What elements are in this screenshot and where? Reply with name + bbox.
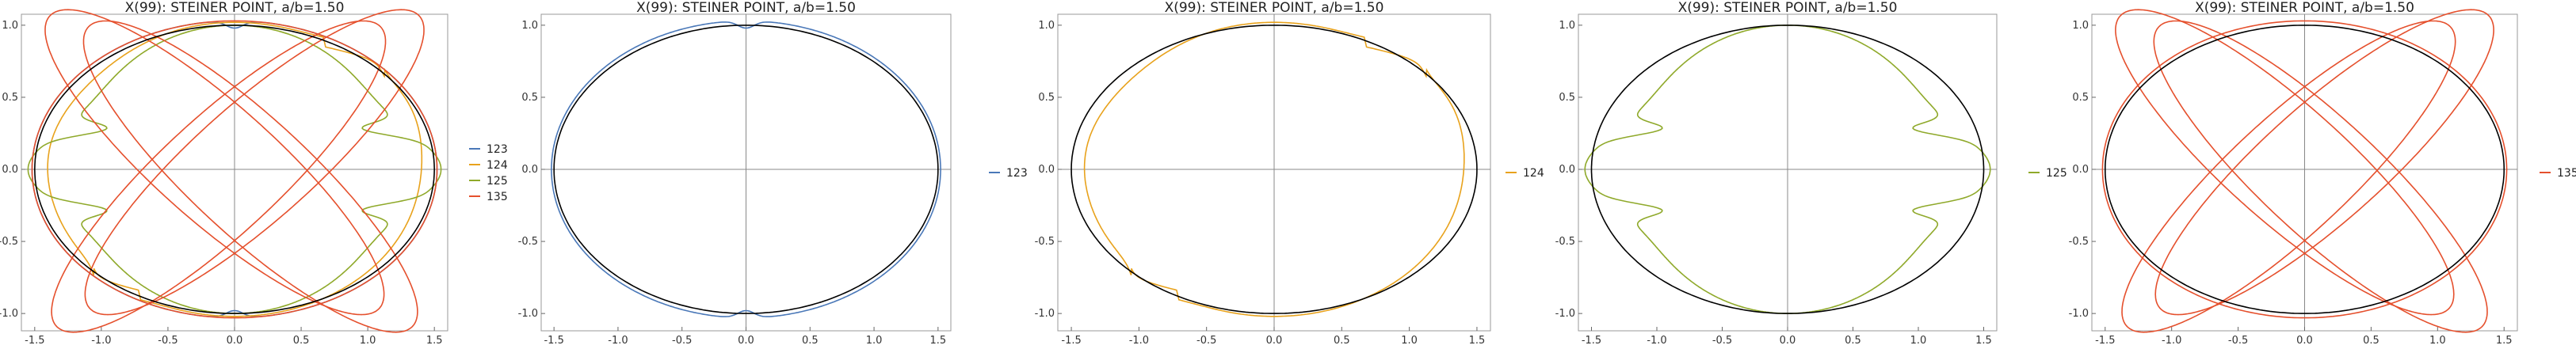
plot-title: X(99): STEINER POINT, a/b=1.50 (1678, 0, 1898, 16)
x-tick-label: 0.5 (293, 335, 310, 347)
x-tick-label: -0.5 (158, 335, 177, 347)
y-tick-label: -1.0 (1035, 308, 1055, 320)
y-tick-label: -1.0 (2069, 308, 2089, 320)
y-tick-label: 1.0 (2072, 20, 2089, 32)
legend-label-125: 125 (2046, 167, 2067, 180)
y-tick-label: 1.0 (1038, 20, 1055, 32)
y-tick-label: 0.5 (521, 92, 538, 104)
x-tick-label: -1.5 (2095, 335, 2115, 347)
y-tick-label: 1.0 (2, 20, 18, 32)
x-tick-label: 0.0 (227, 335, 243, 347)
x-tick-label: 1.5 (1469, 335, 1486, 347)
series-123-curve (551, 21, 941, 317)
x-tick-label: -1.5 (25, 335, 44, 347)
chart-panel-1: X(99): STEINER POINT, a/b=1.50 -1.5 -1.0 -0… (0, 0, 508, 347)
x-tick-label: -1.0 (1129, 335, 1149, 347)
legend-label-135: 135 (487, 191, 508, 203)
series-135-curve (31, 20, 438, 319)
y-tick-label: 0.0 (2072, 164, 2089, 176)
x-tick-label: -1.5 (544, 335, 563, 347)
series-135-curve (2153, 20, 2488, 333)
plot-title: X(99): STEINER POINT, a/b=1.50 (125, 0, 345, 16)
x-tick-label: 0.5 (2363, 335, 2379, 347)
series-125-curve (1584, 25, 1991, 314)
series-135-curve (82, 20, 418, 333)
chart-panel-4: X(99): STEINER POINT, a/b=1.50 -1.5 -1.0 -0… (1555, 0, 2067, 347)
x-tick-label: -0.5 (2228, 335, 2248, 347)
x-tick-label: 1.5 (2496, 335, 2513, 347)
y-tick-label: -0.5 (1555, 236, 1575, 248)
x-tick-label: 1.0 (1401, 335, 1418, 347)
x-tick-label: -1.5 (1061, 335, 1081, 347)
y-tick-label: 0.5 (1559, 92, 1575, 104)
x-tick-label: -1.0 (91, 335, 111, 347)
x-tick-label: 0.5 (1845, 335, 1861, 347)
legend-label-123: 123 (1006, 167, 1028, 180)
y-tick-label: -1.0 (518, 308, 538, 320)
chart-panel-2: X(99): STEINER POINT, a/b=1.50 -1.5 -1.0 -0… (518, 0, 1028, 347)
y-tick-label: -0.5 (2069, 236, 2089, 248)
reference-ellipse (1070, 25, 1478, 314)
y-tick-label: 1.0 (521, 20, 538, 32)
y-tick-label: 0.5 (2, 92, 18, 104)
reference-ellipse (33, 25, 435, 314)
x-tick-label: 0.0 (1266, 335, 1283, 347)
x-tick-label: 0.0 (738, 335, 754, 347)
reference-ellipse (553, 25, 939, 314)
x-tick-label: 1.0 (2429, 335, 2446, 347)
y-tick-label: 0.0 (1038, 164, 1055, 176)
y-tick-label: 0.0 (521, 164, 538, 176)
y-tick-label: -0.5 (1035, 236, 1055, 248)
y-tick-label: 0.5 (2072, 92, 2089, 104)
chart-panel-3: X(99): STEINER POINT, a/b=1.50 -1.5 -1.0 -0… (1035, 0, 1544, 347)
x-tick-label: 0.0 (2296, 335, 2313, 347)
x-tick-label: 1.0 (1910, 335, 1927, 347)
plot-title: X(99): STEINER POINT, a/b=1.50 (636, 0, 856, 16)
x-tick-label: -0.5 (1196, 335, 1216, 347)
y-tick-label: -1.0 (1555, 308, 1575, 320)
y-tick-label: -0.5 (0, 236, 18, 248)
x-tick-label: 1.5 (426, 335, 443, 347)
x-tick-label: 1.0 (866, 335, 883, 347)
series-135-curve (2121, 20, 2456, 333)
plot-title: X(99): STEINER POINT, a/b=1.50 (1165, 0, 1384, 16)
series-135-curve (84, 9, 425, 316)
x-tick-label: -1.5 (1582, 335, 1601, 347)
series-125-curve (27, 25, 442, 314)
plot-title: X(99): STEINER POINT, a/b=1.50 (2195, 0, 2414, 16)
legend-label-124: 124 (487, 159, 508, 172)
y-tick-label: 0.5 (1038, 92, 1055, 104)
x-tick-label: 1.0 (360, 335, 376, 347)
series-135-curve (2154, 9, 2494, 316)
x-tick-label: 1.5 (930, 335, 947, 347)
y-tick-label: -1.0 (0, 308, 18, 320)
legend-label-135: 135 (2557, 167, 2576, 180)
x-tick-label: -1.0 (1647, 335, 1666, 347)
x-tick-label: 0.0 (1780, 335, 1796, 347)
reference-ellipse (1590, 25, 1985, 314)
x-tick-label: -1.0 (2162, 335, 2181, 347)
x-tick-label: 0.5 (802, 335, 819, 347)
series-135-curve (44, 9, 385, 316)
chart-panel-5: X(99): STEINER POINT, a/b=1.50 -1.5 -1.0 -0… (2069, 0, 2576, 347)
x-tick-label: -1.0 (608, 335, 628, 347)
x-tick-label: -0.5 (672, 335, 692, 347)
y-tick-label: -0.5 (518, 236, 538, 248)
legend-label-123: 123 (487, 143, 508, 156)
x-tick-label: -0.5 (1712, 335, 1732, 347)
legend-label-125: 125 (487, 175, 508, 188)
series-135-curve (2101, 20, 2508, 319)
y-tick-label: 1.0 (1559, 20, 1575, 32)
x-tick-label: 1.5 (1975, 335, 1992, 347)
y-tick-label: 0.0 (2, 164, 18, 176)
y-tick-label: 0.0 (1559, 164, 1575, 176)
series-135-curve (51, 20, 387, 333)
series-135-curve (2115, 9, 2455, 316)
x-tick-label: 0.5 (1334, 335, 1350, 347)
legend-label-124: 124 (1523, 167, 1544, 180)
reference-ellipse (2105, 25, 2505, 314)
